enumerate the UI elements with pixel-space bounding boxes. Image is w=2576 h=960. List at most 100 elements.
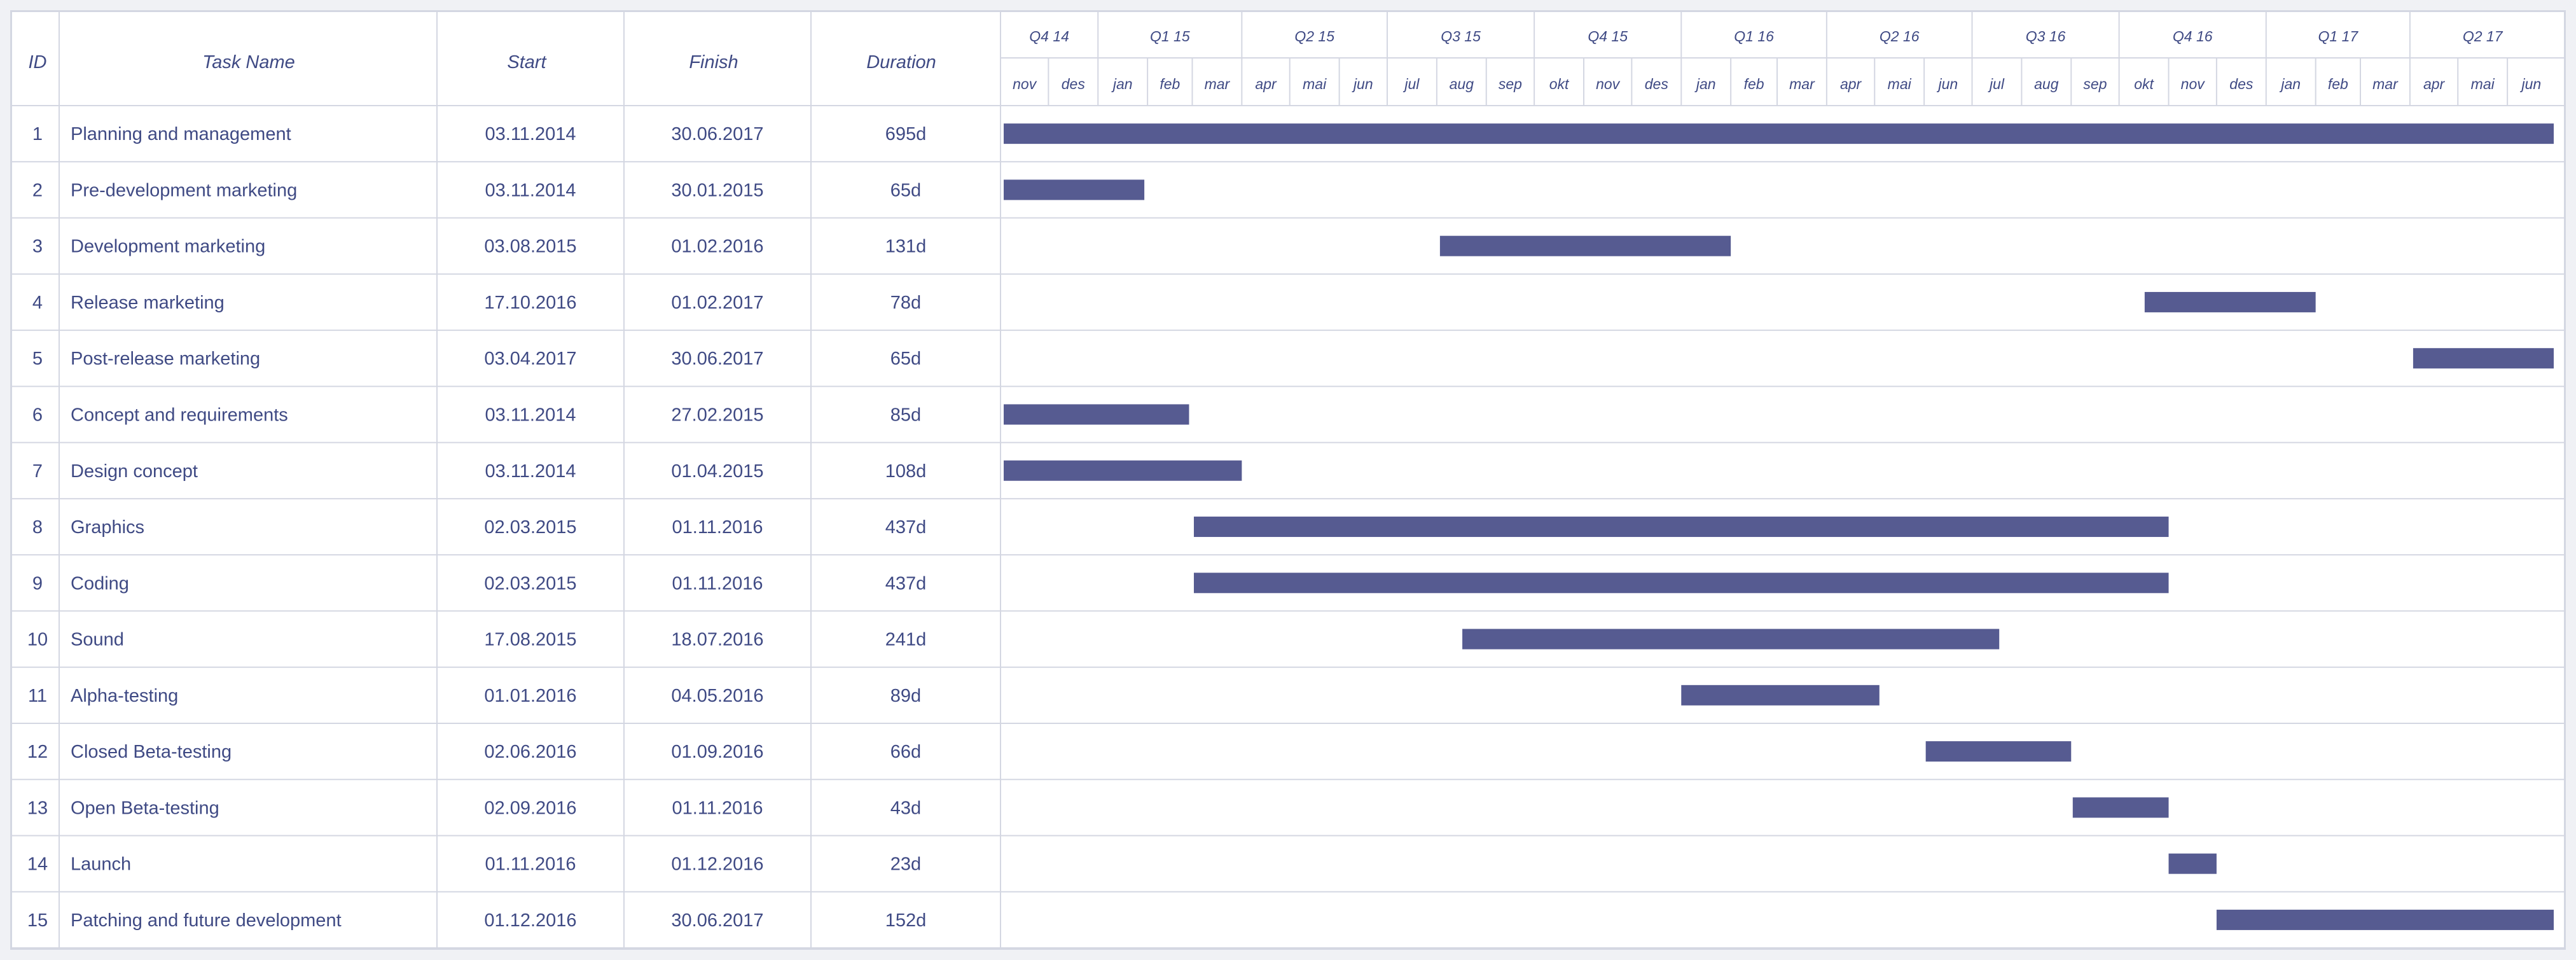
month-label: mai xyxy=(1888,76,1912,92)
table-row: 8 Graphics 02.03.2015 01.11.2016 437d xyxy=(32,517,926,538)
cell-duration: 89d xyxy=(890,686,921,706)
month-label: okt xyxy=(2134,76,2154,92)
cell-finish: 01.11.2016 xyxy=(672,517,763,538)
month-label: okt xyxy=(1549,76,1570,92)
cell-duration: 65d xyxy=(890,349,921,369)
header-duration: Duration xyxy=(866,52,936,73)
cell-task-name: Alpha-testing xyxy=(71,686,178,706)
cell-id: 9 xyxy=(32,573,43,594)
cell-finish: 30.01.2015 xyxy=(671,180,763,200)
cell-id: 6 xyxy=(32,405,43,425)
gantt-bar-task-7 xyxy=(1004,460,1242,481)
gantt-bar-task-2 xyxy=(1004,179,1145,200)
month-label: jun xyxy=(2519,76,2541,92)
gantt-bar-task-5 xyxy=(2413,348,2554,369)
month-label: des xyxy=(2229,76,2254,92)
month-label: mar xyxy=(1789,76,1815,92)
cell-id: 12 xyxy=(27,742,48,762)
cell-task-name: Sound xyxy=(71,630,124,650)
cell-duration: 23d xyxy=(890,854,921,875)
cell-duration: 131d xyxy=(885,237,927,257)
gantt-bar-task-14 xyxy=(2168,853,2217,874)
month-label: apr xyxy=(1255,76,1277,92)
cell-finish: 18.07.2016 xyxy=(671,630,763,650)
gantt-bar-task-15 xyxy=(2216,909,2554,930)
cell-duration: 78d xyxy=(890,293,921,313)
header-start: Start xyxy=(507,52,547,73)
table-row: 2 Pre-development marketing 03.11.2014 30.0… xyxy=(32,180,921,200)
month-label: mar xyxy=(2372,76,2399,92)
cell-start: 02.06.2016 xyxy=(484,742,576,762)
table-row: 13 Open Beta-testing 02.09.2016 01.11.2016 4… xyxy=(27,798,921,818)
cell-id: 2 xyxy=(32,180,43,200)
month-label: jun xyxy=(1936,76,1958,92)
cell-task-name: Patching and future development xyxy=(71,910,342,931)
month-label: jun xyxy=(1352,76,1373,92)
cell-finish: 01.04.2015 xyxy=(671,461,763,482)
cell-finish: 01.11.2016 xyxy=(672,798,763,818)
cell-id: 7 xyxy=(32,461,43,482)
gantt-chart: ID Task Name Start Finish Duration nov de… xyxy=(12,12,2564,948)
cell-id: 5 xyxy=(32,349,43,369)
cell-id: 4 xyxy=(32,293,43,313)
gantt-bar-task-11 xyxy=(1681,685,1880,706)
table-row: 5 Post-release marketing 03.04.2017 30.06.2… xyxy=(32,349,921,369)
quarter-label: Q1 17 xyxy=(2318,28,2359,45)
cell-duration: 241d xyxy=(885,630,927,650)
cell-finish: 30.06.2017 xyxy=(671,349,763,369)
gantt-bar-task-1 xyxy=(1004,123,2554,144)
month-label: apr xyxy=(2423,76,2446,92)
cell-duration: 108d xyxy=(885,461,927,482)
month-label: aug xyxy=(1450,76,1474,92)
cell-id: 10 xyxy=(27,630,48,650)
cell-start: 17.10.2016 xyxy=(484,293,576,313)
cell-finish: 04.05.2016 xyxy=(671,686,763,706)
month-label: nov xyxy=(2181,76,2206,92)
cell-duration: 66d xyxy=(890,742,921,762)
table-row: 3 Development marketing 03.08.2015 01.02.20… xyxy=(32,237,926,257)
cell-task-name: Open Beta-testing xyxy=(71,798,219,818)
quarter-label: Q4 15 xyxy=(1588,28,1628,45)
cell-task-name: Launch xyxy=(71,854,131,875)
cell-finish: 30.06.2017 xyxy=(671,124,763,144)
cell-duration: 437d xyxy=(885,573,927,594)
month-label: feb xyxy=(1744,76,1764,92)
cell-start: 02.03.2015 xyxy=(484,517,576,538)
cell-id: 11 xyxy=(28,686,47,706)
cell-task-name: Pre-development marketing xyxy=(71,180,297,200)
cell-finish: 01.02.2016 xyxy=(671,237,763,257)
cell-start: 03.04.2017 xyxy=(484,349,576,369)
cell-duration: 43d xyxy=(890,798,921,818)
cell-start: 02.09.2016 xyxy=(484,798,576,818)
cell-task-name: Concept and requirements xyxy=(71,405,288,425)
table-row: 12 Closed Beta-testing 02.06.2016 01.09.201… xyxy=(27,742,921,762)
table-row: 15 Patching and future development 01.12.2… xyxy=(27,910,926,931)
cell-start: 01.12.2016 xyxy=(484,910,576,931)
month-label: feb xyxy=(2328,76,2348,92)
gantt-bar-task-3 xyxy=(1439,235,1731,256)
cell-duration: 437d xyxy=(885,517,927,538)
cell-finish: 01.11.2016 xyxy=(672,573,763,594)
cell-task-name: Closed Beta-testing xyxy=(71,742,232,762)
cell-start: 17.08.2015 xyxy=(484,630,576,650)
quarter-label: Q4 16 xyxy=(2173,28,2213,45)
header-task-name: Task Name xyxy=(202,52,295,73)
gantt-bar-task-4 xyxy=(2144,291,2316,312)
table-header: ID Task Name Start Finish Duration xyxy=(29,52,936,73)
month-label: mai xyxy=(1303,76,1327,92)
table-row: 1 Planning and management 03.11.2014 30.06.… xyxy=(32,124,926,144)
month-label: des xyxy=(1062,76,1086,92)
gantt-bar-task-12 xyxy=(1925,741,2072,762)
cell-id: 8 xyxy=(32,517,43,538)
table-row: 14 Launch 01.11.2016 01.12.2016 23d xyxy=(27,854,921,875)
month-label: aug xyxy=(2034,76,2059,92)
cell-task-name: Planning and management xyxy=(71,124,291,144)
cell-duration: 65d xyxy=(890,180,921,200)
gantt-chart-frame: ID Task Name Start Finish Duration nov de… xyxy=(10,10,2566,950)
header-finish: Finish xyxy=(689,52,738,73)
cell-id: 1 xyxy=(32,124,43,144)
month-label: feb xyxy=(1160,76,1180,92)
month-label: nov xyxy=(1013,76,1037,92)
quarter-label: Q1 16 xyxy=(1734,28,1774,45)
month-label: nov xyxy=(1596,76,1621,92)
